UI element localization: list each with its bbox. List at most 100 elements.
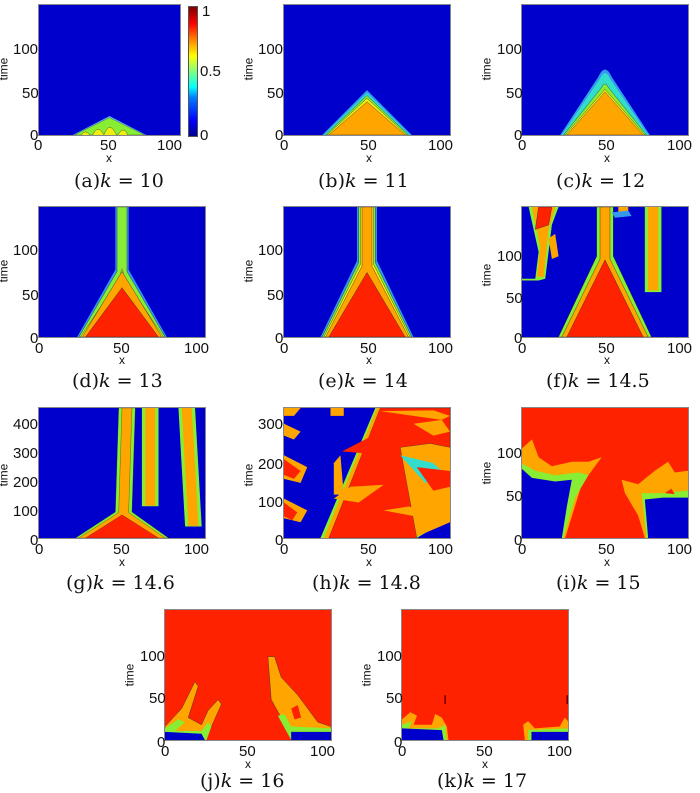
xtick: 50 xyxy=(113,340,130,357)
xtick: 100 xyxy=(184,541,210,558)
xtick: 100 xyxy=(184,340,210,357)
ytick: 0 xyxy=(30,330,39,347)
caption-f: (f)k = 14.5 xyxy=(546,370,650,392)
ytick: 100 xyxy=(377,648,403,665)
xtick: 0 xyxy=(280,137,289,154)
xtick: 50 xyxy=(598,541,615,558)
ytick: 100 xyxy=(13,503,39,520)
colorbar-tick-mid: 0.5 xyxy=(200,63,221,80)
ytick: 200 xyxy=(258,456,284,473)
heatmap-j xyxy=(164,609,332,741)
xtick: 0 xyxy=(518,137,527,154)
ytick: 0 xyxy=(275,127,284,144)
ytick: 300 xyxy=(258,416,284,433)
heatmap-i xyxy=(521,407,689,539)
xtick: 0 xyxy=(518,541,527,558)
x-axis-label: x xyxy=(604,353,610,367)
ytick: 200 xyxy=(13,474,39,491)
caption-a: (a)k = 10 xyxy=(74,170,164,192)
y-axis-label: time xyxy=(479,263,494,287)
ytick: 0 xyxy=(30,127,39,144)
xtick: 50 xyxy=(598,137,615,154)
ytick: 0 xyxy=(514,330,523,347)
ytick: 100 xyxy=(258,494,284,511)
ytick: 100 xyxy=(258,242,284,259)
x-axis-label: x xyxy=(106,151,112,165)
x-axis-label: x xyxy=(482,757,488,771)
x-axis-label: x xyxy=(366,555,372,569)
caption-d: (d)k = 13 xyxy=(72,370,163,392)
heatmap-f xyxy=(521,206,689,338)
ytick: 50 xyxy=(506,85,523,102)
caption-i: (i)k = 15 xyxy=(556,572,641,594)
y-axis-label: time xyxy=(0,259,11,283)
ytick: 100 xyxy=(497,445,523,462)
xtick: 50 xyxy=(360,340,377,357)
caption-k: (k)k = 17 xyxy=(437,770,528,792)
xtick: 50 xyxy=(476,743,493,760)
xtick: 50 xyxy=(360,541,377,558)
heatmap-d xyxy=(38,206,206,338)
xtick: 100 xyxy=(428,137,454,154)
caption-g: (g)k = 14.6 xyxy=(66,572,175,594)
colorbar-tick-min: 0 xyxy=(200,127,209,144)
caption-h: (h)k = 14.8 xyxy=(312,572,421,594)
y-axis-label: time xyxy=(122,663,137,687)
ytick: 50 xyxy=(22,85,39,102)
xtick: 0 xyxy=(161,743,170,760)
y-axis-label: time xyxy=(0,57,11,81)
xtick: 0 xyxy=(280,541,289,558)
ytick: 100 xyxy=(13,41,39,58)
y-axis-label: time xyxy=(241,57,256,81)
ytick: 50 xyxy=(267,85,284,102)
xtick: 100 xyxy=(428,541,454,558)
heatmap-b xyxy=(283,4,451,136)
ytick: 50 xyxy=(386,690,403,707)
ytick: 0 xyxy=(30,532,39,549)
xtick: 0 xyxy=(280,340,289,357)
xtick: 50 xyxy=(598,340,615,357)
y-axis-label: time xyxy=(241,259,256,283)
x-axis-label: x xyxy=(366,353,372,367)
ytick: 100 xyxy=(497,41,523,58)
x-axis-label: x xyxy=(366,151,372,165)
x-axis-label: x xyxy=(119,555,125,569)
y-axis-label: time xyxy=(359,663,374,687)
xtick: 100 xyxy=(667,541,693,558)
ytick: 400 xyxy=(13,416,39,433)
ytick: 0 xyxy=(157,734,166,751)
heatmap-k xyxy=(401,609,569,741)
ytick: 50 xyxy=(267,287,284,304)
xtick: 0 xyxy=(398,743,407,760)
heatmap-h xyxy=(283,407,451,539)
ytick: 300 xyxy=(13,445,39,462)
xtick: 0 xyxy=(34,137,43,154)
ytick: 0 xyxy=(514,127,523,144)
y-axis-label: time xyxy=(0,463,11,487)
ytick: 50 xyxy=(149,690,166,707)
y-axis-label: time xyxy=(241,463,256,487)
xtick: 100 xyxy=(428,340,454,357)
x-axis-label: x xyxy=(119,353,125,367)
x-axis-label: x xyxy=(604,151,610,165)
x-axis-label: x xyxy=(604,555,610,569)
caption-b: (b)k = 11 xyxy=(318,170,409,192)
ytick: 50 xyxy=(506,488,523,505)
heatmap-e xyxy=(283,206,451,338)
ytick: 100 xyxy=(258,41,284,58)
xtick: 0 xyxy=(35,541,44,558)
y-axis-label: time xyxy=(479,57,494,81)
colorbar-tick-max: 1 xyxy=(202,3,211,20)
heatmap-c xyxy=(521,4,689,136)
ytick: 100 xyxy=(13,242,39,259)
heatmap-a xyxy=(38,4,181,136)
xtick: 0 xyxy=(518,340,527,357)
xtick: 50 xyxy=(360,137,377,154)
ytick: 0 xyxy=(275,532,284,549)
xtick: 50 xyxy=(113,541,130,558)
xtick: 0 xyxy=(35,340,44,357)
caption-j: (j)k = 16 xyxy=(200,770,285,792)
xtick: 50 xyxy=(239,743,256,760)
caption-e: (e)k = 14 xyxy=(318,370,408,392)
xtick: 100 xyxy=(667,137,693,154)
